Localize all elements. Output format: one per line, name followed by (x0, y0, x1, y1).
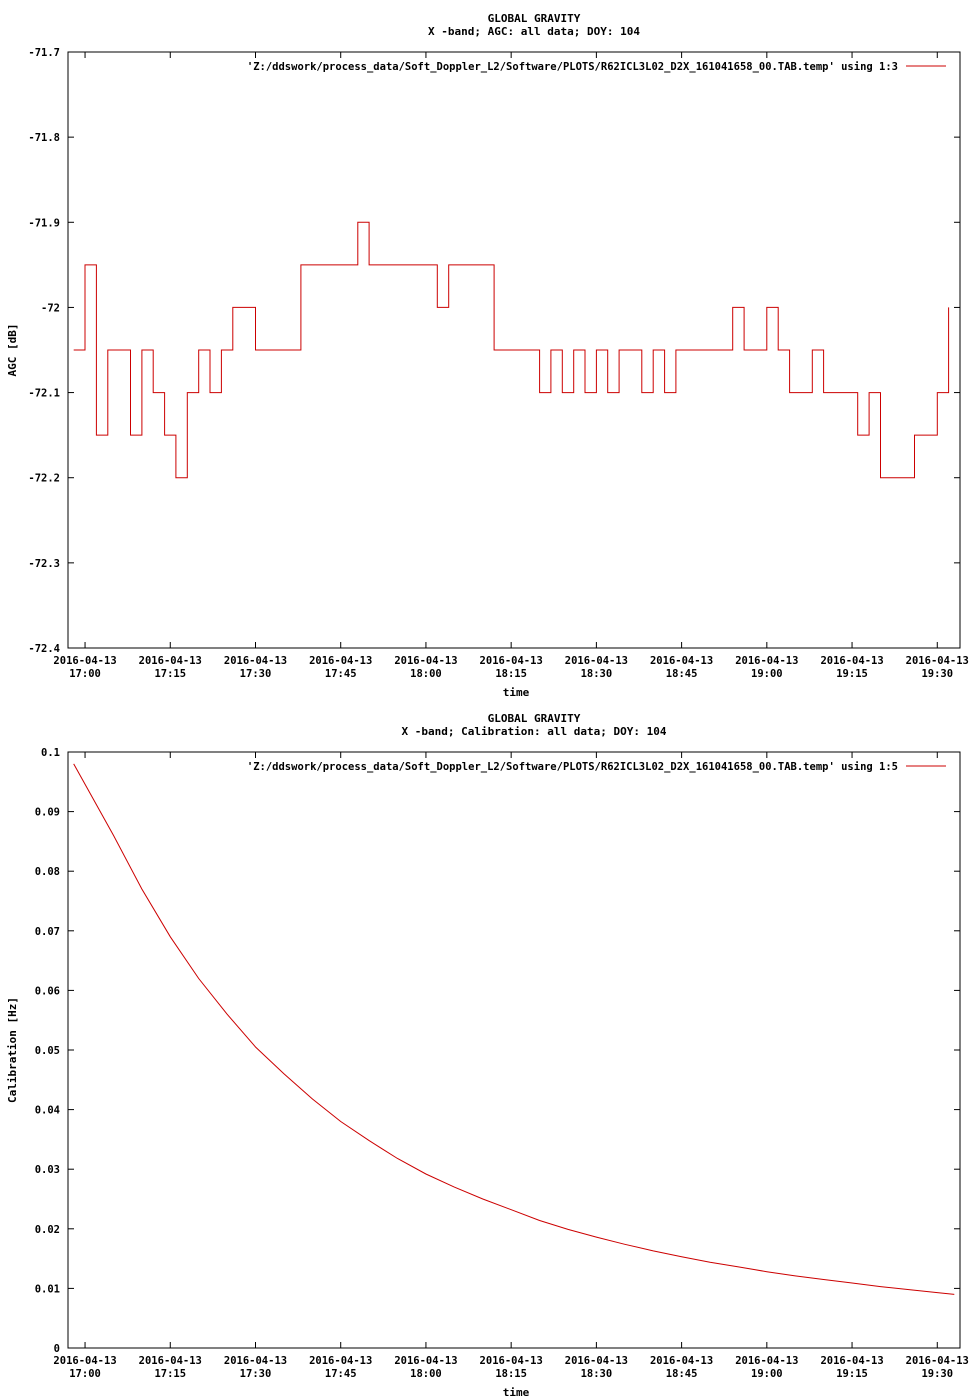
x-tick-time: 19:15 (836, 668, 868, 680)
y-tick-label: -72.3 (28, 558, 60, 570)
y-tick-label: 0.1 (41, 747, 60, 759)
chart-title: GLOBAL GRAVITY (488, 712, 581, 725)
y-tick-label: -71.7 (28, 47, 60, 59)
x-tick-date: 2016-04-13 (820, 655, 883, 667)
series-line (73, 763, 955, 1295)
x-tick-date: 2016-04-13 (735, 655, 798, 667)
y-tick-label: 0.09 (35, 807, 60, 819)
x-tick-date: 2016-04-13 (139, 655, 202, 667)
chart-title: GLOBAL GRAVITY (488, 12, 581, 25)
x-tick-date: 2016-04-13 (906, 1355, 969, 1367)
x-tick-date: 2016-04-13 (480, 655, 543, 667)
y-tick-label: -72.1 (28, 388, 60, 400)
x-tick-date: 2016-04-13 (309, 655, 372, 667)
x-tick-time: 18:45 (666, 668, 698, 680)
chart-subtitle: X -band; Calibration: all data; DOY: 104 (402, 725, 667, 738)
x-tick-time: 17:15 (154, 668, 186, 680)
x-tick-date: 2016-04-13 (565, 655, 628, 667)
x-axis-label: time (503, 686, 530, 699)
x-tick-date: 2016-04-13 (309, 1355, 372, 1367)
x-tick-time: 18:00 (410, 1368, 442, 1380)
x-tick-time: 17:15 (154, 1368, 186, 1380)
y-tick-label: 0.02 (35, 1224, 60, 1236)
x-tick-time: 18:00 (410, 668, 442, 680)
x-tick-time: 17:00 (69, 668, 101, 680)
x-tick-date: 2016-04-13 (735, 1355, 798, 1367)
y-tick-label: -72.4 (28, 643, 60, 655)
x-tick-time: 17:45 (325, 668, 357, 680)
x-tick-time: 17:30 (240, 668, 272, 680)
y-tick-label: -71.9 (28, 217, 60, 229)
chart-subtitle: X -band; AGC: all data; DOY: 104 (428, 25, 640, 38)
y-tick-label: 0.05 (35, 1045, 60, 1057)
x-tick-date: 2016-04-13 (224, 655, 287, 667)
y-tick-label: 0.08 (35, 866, 60, 878)
plot-frame (67, 51, 961, 649)
x-tick-time: 18:30 (581, 1368, 613, 1380)
y-tick-label: 0.06 (35, 985, 60, 997)
x-tick-date: 2016-04-13 (394, 655, 457, 667)
x-tick-date: 2016-04-13 (224, 1355, 287, 1367)
x-tick-time: 18:15 (495, 668, 527, 680)
y-tick-label: 0.04 (35, 1105, 60, 1117)
x-axis-label: time (503, 1386, 530, 1399)
x-tick-time: 19:00 (751, 668, 783, 680)
x-tick-time: 19:30 (921, 1368, 953, 1380)
x-tick-date: 2016-04-13 (394, 1355, 457, 1367)
x-tick-date: 2016-04-13 (906, 655, 969, 667)
x-tick-time: 19:15 (836, 1368, 868, 1380)
legend-entry: 'Z:/ddswork/process_data/Soft_Doppler_L2… (247, 61, 898, 73)
legend-entry: 'Z:/ddswork/process_data/Soft_Doppler_L2… (247, 761, 898, 773)
y-tick-label: 0.07 (35, 926, 60, 938)
series-line (73, 221, 950, 479)
x-tick-time: 18:45 (666, 1368, 698, 1380)
plot-frame (67, 751, 961, 1349)
x-tick-time: 17:00 (69, 1368, 101, 1380)
x-tick-time: 17:30 (240, 1368, 272, 1380)
x-tick-time: 19:00 (751, 1368, 783, 1380)
x-tick-date: 2016-04-13 (820, 1355, 883, 1367)
x-tick-date: 2016-04-13 (480, 1355, 543, 1367)
y-tick-label: 0 (54, 1343, 60, 1355)
y-tick-label: 0.01 (35, 1283, 60, 1295)
y-tick-label: -71.8 (28, 132, 60, 144)
x-tick-date: 2016-04-13 (139, 1355, 202, 1367)
x-tick-date: 2016-04-13 (565, 1355, 628, 1367)
x-tick-time: 18:30 (581, 668, 613, 680)
x-tick-date: 2016-04-13 (53, 655, 116, 667)
y-axis-label: AGC [dB] (6, 324, 19, 377)
y-tick-label: 0.03 (35, 1164, 60, 1176)
y-tick-label: -72.2 (28, 473, 60, 485)
x-tick-time: 17:45 (325, 1368, 357, 1380)
y-axis-label: Calibration [Hz] (6, 997, 19, 1103)
y-tick-label: -72 (41, 302, 60, 314)
x-tick-time: 18:15 (495, 1368, 527, 1380)
x-tick-date: 2016-04-13 (650, 655, 713, 667)
x-tick-date: 2016-04-13 (53, 1355, 116, 1367)
x-tick-time: 19:30 (921, 668, 953, 680)
x-tick-date: 2016-04-13 (650, 1355, 713, 1367)
